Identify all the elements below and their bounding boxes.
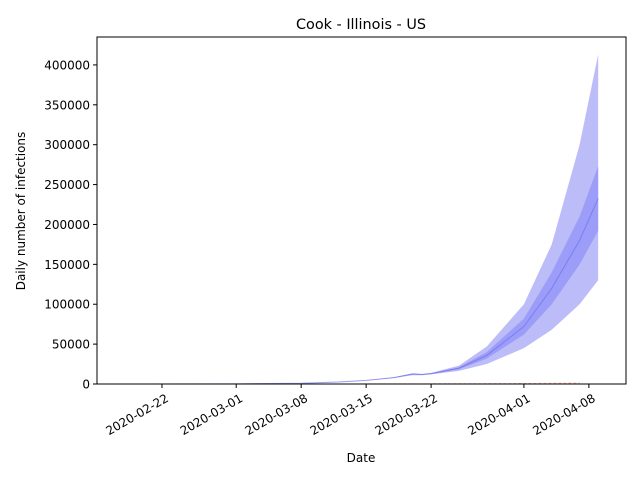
y-tick-label: 150000 [44,258,90,272]
y-tick-label: 200000 [44,218,90,232]
y-tick-label: 300000 [44,138,90,152]
y-tick-label: 250000 [44,178,90,192]
x-tick-label: 2020-03-01 [178,391,245,438]
chart-title: Cook - Illinois - US [296,17,426,33]
x-tick-label: 2020-03-08 [243,391,310,438]
x-axis-title: Date [347,451,376,465]
x-tick-label: 2020-04-01 [465,391,532,438]
y-tick-label: 0 [82,378,90,392]
median-line [143,198,599,385]
y-tick-label: 50000 [52,338,90,352]
plot-area [143,54,599,385]
outer-band [143,54,599,385]
y-tick-label: 100000 [44,298,90,312]
inner-band [143,166,599,384]
y-axis-title: Daily number of infections [14,132,28,291]
y-tick-label: 350000 [44,98,90,112]
x-tick-label: 2020-03-22 [373,391,440,438]
y-axis: 0 50000 100000 150000 200000 250000 300000 3500… [44,58,97,392]
x-tick-label: 2020-04-08 [530,391,597,438]
plot-frame [96,36,627,385]
x-axis: 2020-02-22 2020-03-012020-03-082020-03-15… [103,384,598,438]
y-tick-label: 400000 [44,58,90,72]
x-tick-label: 2020-03-15 [308,391,375,438]
x-tick-label: 2020-02-22 [103,391,170,438]
